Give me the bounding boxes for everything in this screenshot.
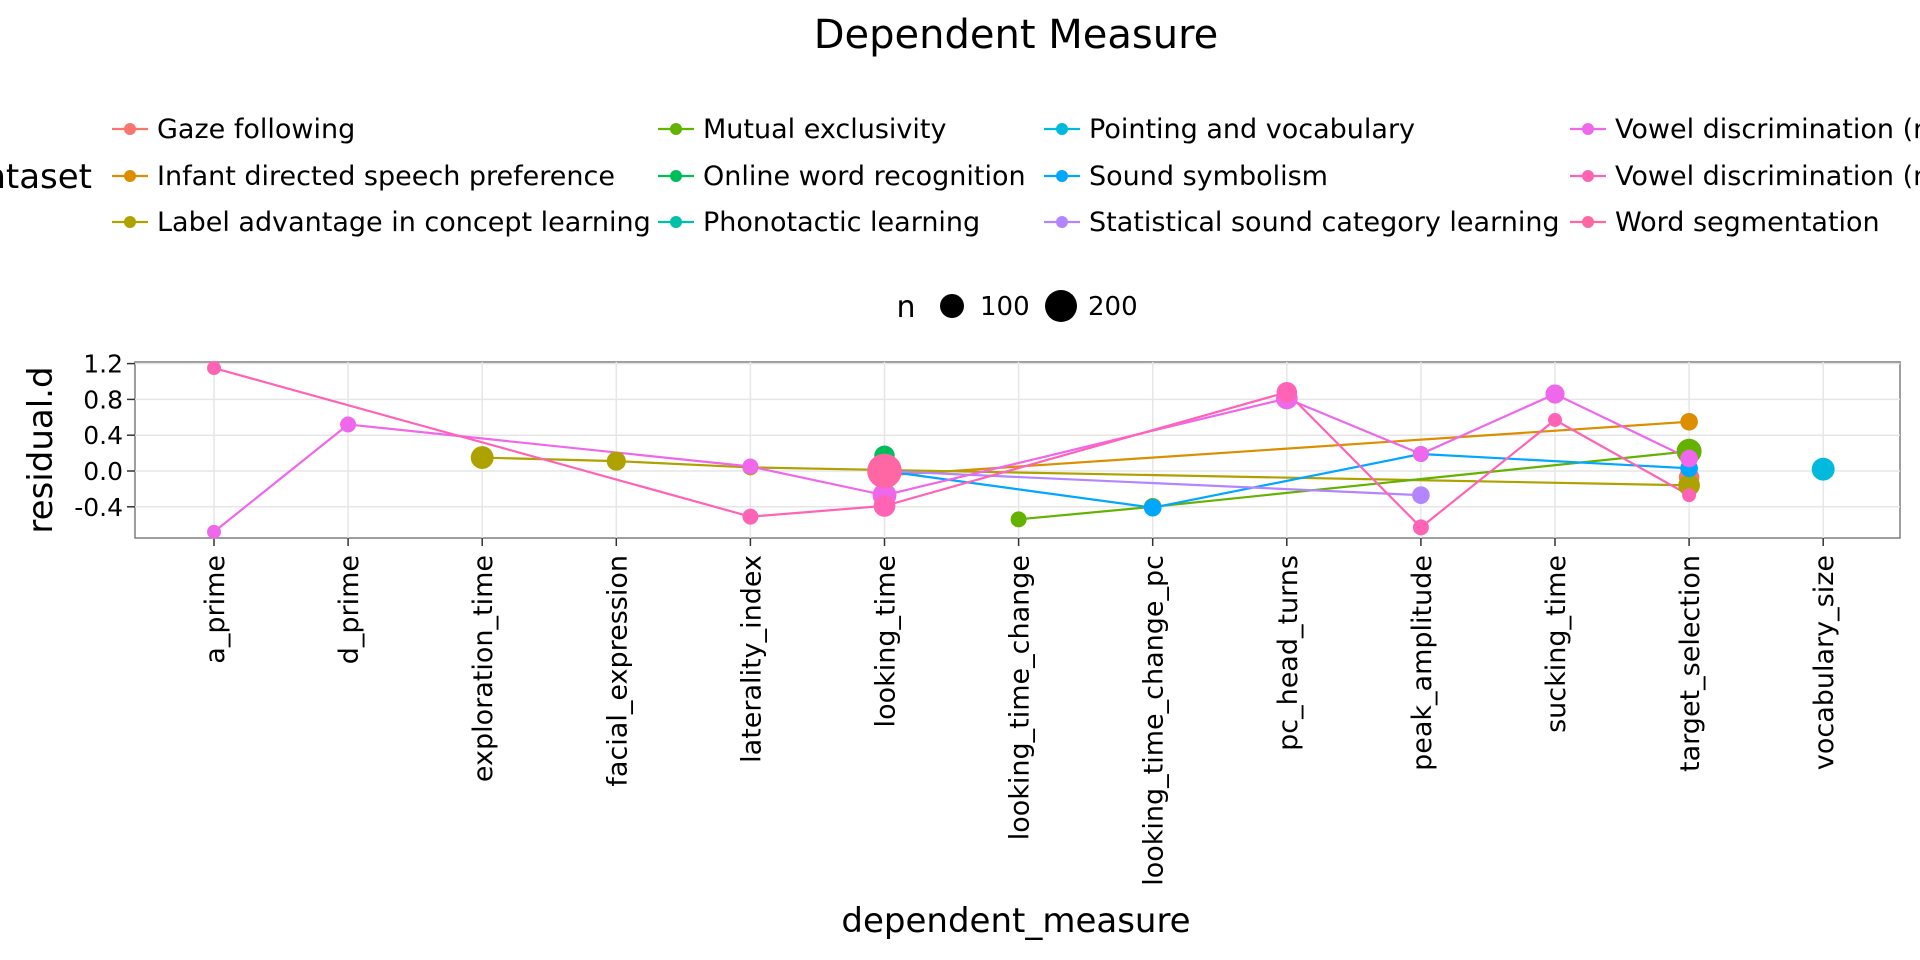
data-point-vowel-discrimination-n-d_prime <box>340 416 357 433</box>
data-point-vowel-discrimination-n-sucking_time <box>1545 384 1565 404</box>
data-point-mutual-exclusivity-looking_time_change <box>1010 511 1027 528</box>
legend-key-point <box>670 170 682 182</box>
chart-title: Dependent Measure <box>814 12 1219 58</box>
data-point-vowel-discrimination-n-pc_head_turns <box>1276 381 1298 403</box>
data-point-vowel-discrimination-n-peak_amplitude <box>1412 446 1429 462</box>
x-tick-label: vocabulary_size <box>1809 555 1840 770</box>
series-points <box>207 361 1835 539</box>
data-point-vowel-discrimination-n-target_selection <box>1682 488 1697 503</box>
data-point-word-segmentation-looking_time <box>867 453 902 489</box>
legend-key-point <box>1056 123 1068 135</box>
legend-label-statistical-sound-category-learning: Statistical sound category learning <box>1089 207 1560 238</box>
series-line-sound-symbolism <box>884 452 1690 509</box>
legend-key-point <box>1582 170 1594 182</box>
data-point-vowel-discrimination-n-target_selection <box>1680 449 1698 468</box>
plot-panel <box>134 361 1901 539</box>
data-point-vowel-discrimination-n-a_prime <box>207 524 221 539</box>
legend-label-vowel-discrimination-n: Vowel discrimination (n <box>1615 114 1920 145</box>
x-tick-label: peak_amplitude <box>1407 555 1438 771</box>
legend-label-phonotactic-learning: Phonotactic learning <box>703 207 980 238</box>
data-point-infant-directed-speech-preference-target_selection <box>1680 412 1698 431</box>
data-point-label-advantage-in-concept-learning-exploration_time <box>470 446 494 470</box>
legend-label-vowel-discrimination-n: Vowel discrimination (n <box>1615 161 1920 192</box>
legend-label-label-advantage-in-concept-learning: Label advantage in concept learning <box>157 207 651 238</box>
x-tick-label: a_prime <box>200 555 231 664</box>
legend-key-point <box>124 170 136 182</box>
data-point-label-advantage-in-concept-learning-target_selection <box>1678 474 1700 497</box>
y-tick-label: 1.2 <box>83 350 123 379</box>
x-tick-label: d_prime <box>334 555 365 664</box>
data-point-pointing-and-vocabulary-vocabulary_size <box>1811 457 1835 481</box>
x-tick-label: target_selection <box>1675 555 1706 772</box>
legend-key-point <box>670 216 682 228</box>
size-legend-label-100: 100 <box>980 292 1030 322</box>
color-legend: Gaze following Infant directed speech pre… <box>112 114 1920 238</box>
series-line-vowel-discrimination-n <box>213 392 1690 533</box>
x-axis-label: dependent_measure <box>841 901 1190 941</box>
legend-label-gaze-following: Gaze following <box>157 114 355 145</box>
data-point-vowel-discrimination-n-laterality_index <box>742 508 759 525</box>
size-legend-title: n <box>896 290 915 325</box>
legend-title: ntaset <box>0 157 92 197</box>
data-point-sound-symbolism-looking_time_change_pc <box>1143 498 1162 517</box>
data-point-vowel-discrimination-n-looking_time <box>873 495 896 517</box>
series-line-label-advantage-in-concept-learning <box>482 456 1690 487</box>
y-axis-label: residual.d <box>21 366 61 533</box>
data-point-label-advantage-in-concept-learning-facial_expression <box>606 451 626 471</box>
legend-key-point <box>1582 123 1594 135</box>
size-legend-key-200 <box>1045 290 1077 322</box>
legend-label-infant-directed-speech-preference: Infant directed speech preference <box>157 161 615 192</box>
legend-key-point <box>1056 170 1068 182</box>
legend-label-mutual-exclusivity: Mutual exclusivity <box>703 114 946 145</box>
data-point-vowel-discrimination-n-peak_amplitude <box>1412 519 1429 536</box>
y-tick-label: 0.8 <box>83 385 123 414</box>
series-line-infant-directed-speech-preference <box>884 420 1690 477</box>
y-tick-label: 0.4 <box>83 421 123 450</box>
size-legend-key-100 <box>940 294 964 318</box>
series-line-statistical-sound-category-learning <box>884 469 1421 497</box>
legend-label-word-segmentation: Word segmentation <box>1615 207 1880 238</box>
legend-key-point <box>1582 216 1594 228</box>
x-tick-label: looking_time_change <box>1005 555 1036 840</box>
legend-key-point <box>1056 216 1068 228</box>
legend-label-pointing-and-vocabulary: Pointing and vocabulary <box>1089 114 1415 145</box>
legend-key-point <box>124 123 136 135</box>
legend-key-point <box>124 216 136 228</box>
data-point-statistical-sound-category-learning-peak_amplitude <box>1412 486 1430 504</box>
x-tick-label: looking_time <box>871 555 902 727</box>
x-tick-label: looking_time_change_pc <box>1139 555 1170 886</box>
x-axis: a_prime d_prime exploration_time facial_exp… <box>200 538 1840 886</box>
y-tick-label: 0.0 <box>83 457 123 486</box>
x-tick-label: laterality_index <box>736 555 767 763</box>
y-tick-label: -0.4 <box>74 493 123 522</box>
x-tick-label: sucking_time <box>1541 555 1572 733</box>
size-legend-label-200: 200 <box>1088 292 1138 322</box>
y-axis: 1.2 0.8 0.4 0.0 -0.4 <box>74 350 135 522</box>
legend-key-point <box>670 123 682 135</box>
x-tick-label: facial_expression <box>602 555 633 787</box>
x-tick-label: pc_head_turns <box>1273 555 1304 751</box>
legend-label-sound-symbolism: Sound symbolism <box>1089 161 1328 192</box>
data-point-vowel-discrimination-n-laterality_index <box>742 458 759 475</box>
x-tick-label: exploration_time <box>468 555 499 782</box>
data-point-vowel-discrimination-n-a_prime <box>207 361 221 376</box>
grid-lines <box>135 362 1900 538</box>
legend-label-online-word-recognition: Online word recognition <box>703 161 1026 192</box>
data-point-vowel-discrimination-n-sucking_time <box>1548 413 1562 427</box>
